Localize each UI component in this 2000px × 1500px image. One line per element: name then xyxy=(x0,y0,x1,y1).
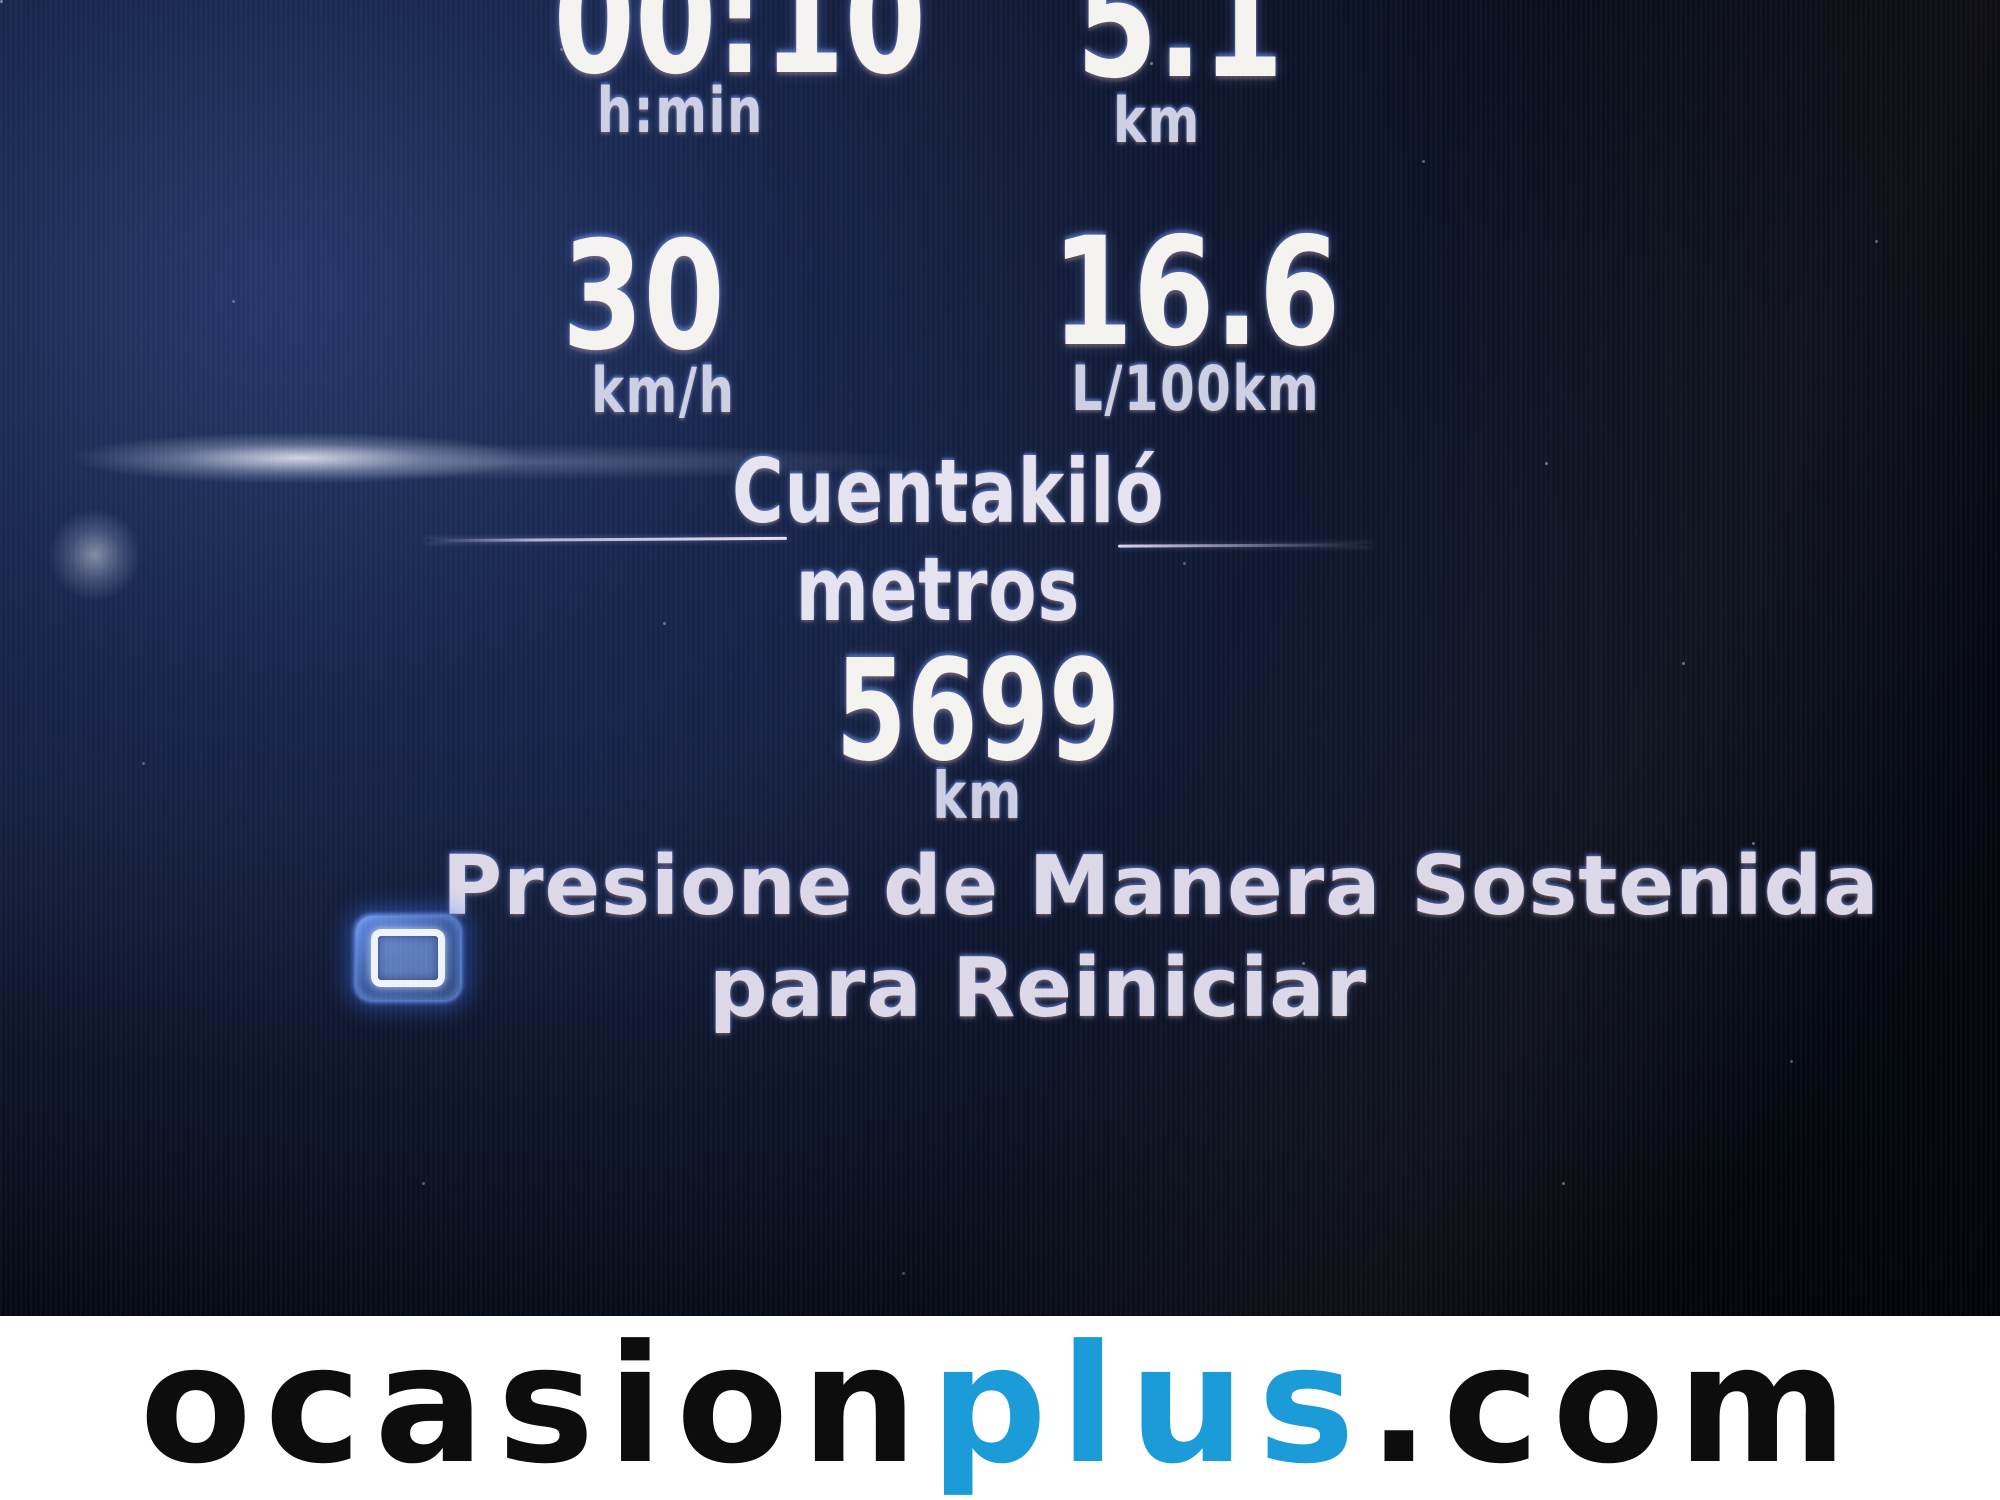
trip-distance-value: 5.1 xyxy=(780,0,1580,100)
watermark-logo: ocasionplus.com xyxy=(140,1324,1861,1487)
trip-time-value: 00:10 xyxy=(340,0,1140,96)
ok-button-face xyxy=(371,929,445,987)
average-speed-value: 30 xyxy=(243,222,1043,372)
average-speed-unit-text: km/h xyxy=(590,354,736,427)
trip-time-unit-text: h:min xyxy=(596,74,764,147)
brand-plus: plus xyxy=(930,1310,1368,1500)
trip-distance-unit-text: km xyxy=(1113,84,1201,157)
trip-computer-screen: 00:10 h:min 5.1 km 30 km/h 16.6 L/100km … xyxy=(0,0,2000,1316)
reset-hint-line2-text: para Reiniciar xyxy=(708,941,1368,1036)
trip-distance-unit: km xyxy=(757,90,1557,152)
reset-hint-line2: para Reiniciar xyxy=(438,948,1638,1030)
reset-hint-line1: Presione de Manera Sostenida xyxy=(442,846,1879,928)
watermark-bar: ocasionplus.com xyxy=(0,1316,2000,1500)
brand-ocasion: ocasion xyxy=(139,1310,931,1500)
ok-button-icon[interactable] xyxy=(356,916,460,1000)
odometer-unit-text: km xyxy=(932,760,1024,834)
fuel-consumption-value-text: 16.6 xyxy=(1051,206,1341,380)
fuel-consumption-value: 16.6 xyxy=(796,218,1596,368)
average-speed-value-text: 30 xyxy=(561,210,725,384)
trip-time-unit: h:min xyxy=(280,80,1080,142)
odometer-value-text: 5699 xyxy=(835,630,1121,793)
odometer-value: 5699 xyxy=(578,642,1378,782)
average-speed-unit: km/h xyxy=(263,360,1063,422)
odometer-title-line1-text: Cuentakiló xyxy=(731,440,1165,543)
odometer-title-line2-text: metros xyxy=(795,538,1081,641)
odometer-title-line1: Cuentakiló xyxy=(548,448,1348,536)
odometer-unit: km xyxy=(578,765,1378,829)
fuel-consumption-unit: L/100km xyxy=(796,358,1596,420)
reset-hint-line1-text: Presione de Manera Sostenida xyxy=(442,839,1880,934)
dust-specks xyxy=(0,0,3,3)
trip-time-value-text: 00:10 xyxy=(553,0,927,108)
trip-distance-value-text: 5.1 xyxy=(1076,0,1284,112)
odometer-title-line2: metros xyxy=(538,546,1338,634)
fuel-consumption-unit-text: L/100km xyxy=(1071,352,1321,425)
brand-domain: .com xyxy=(1367,1310,1861,1500)
